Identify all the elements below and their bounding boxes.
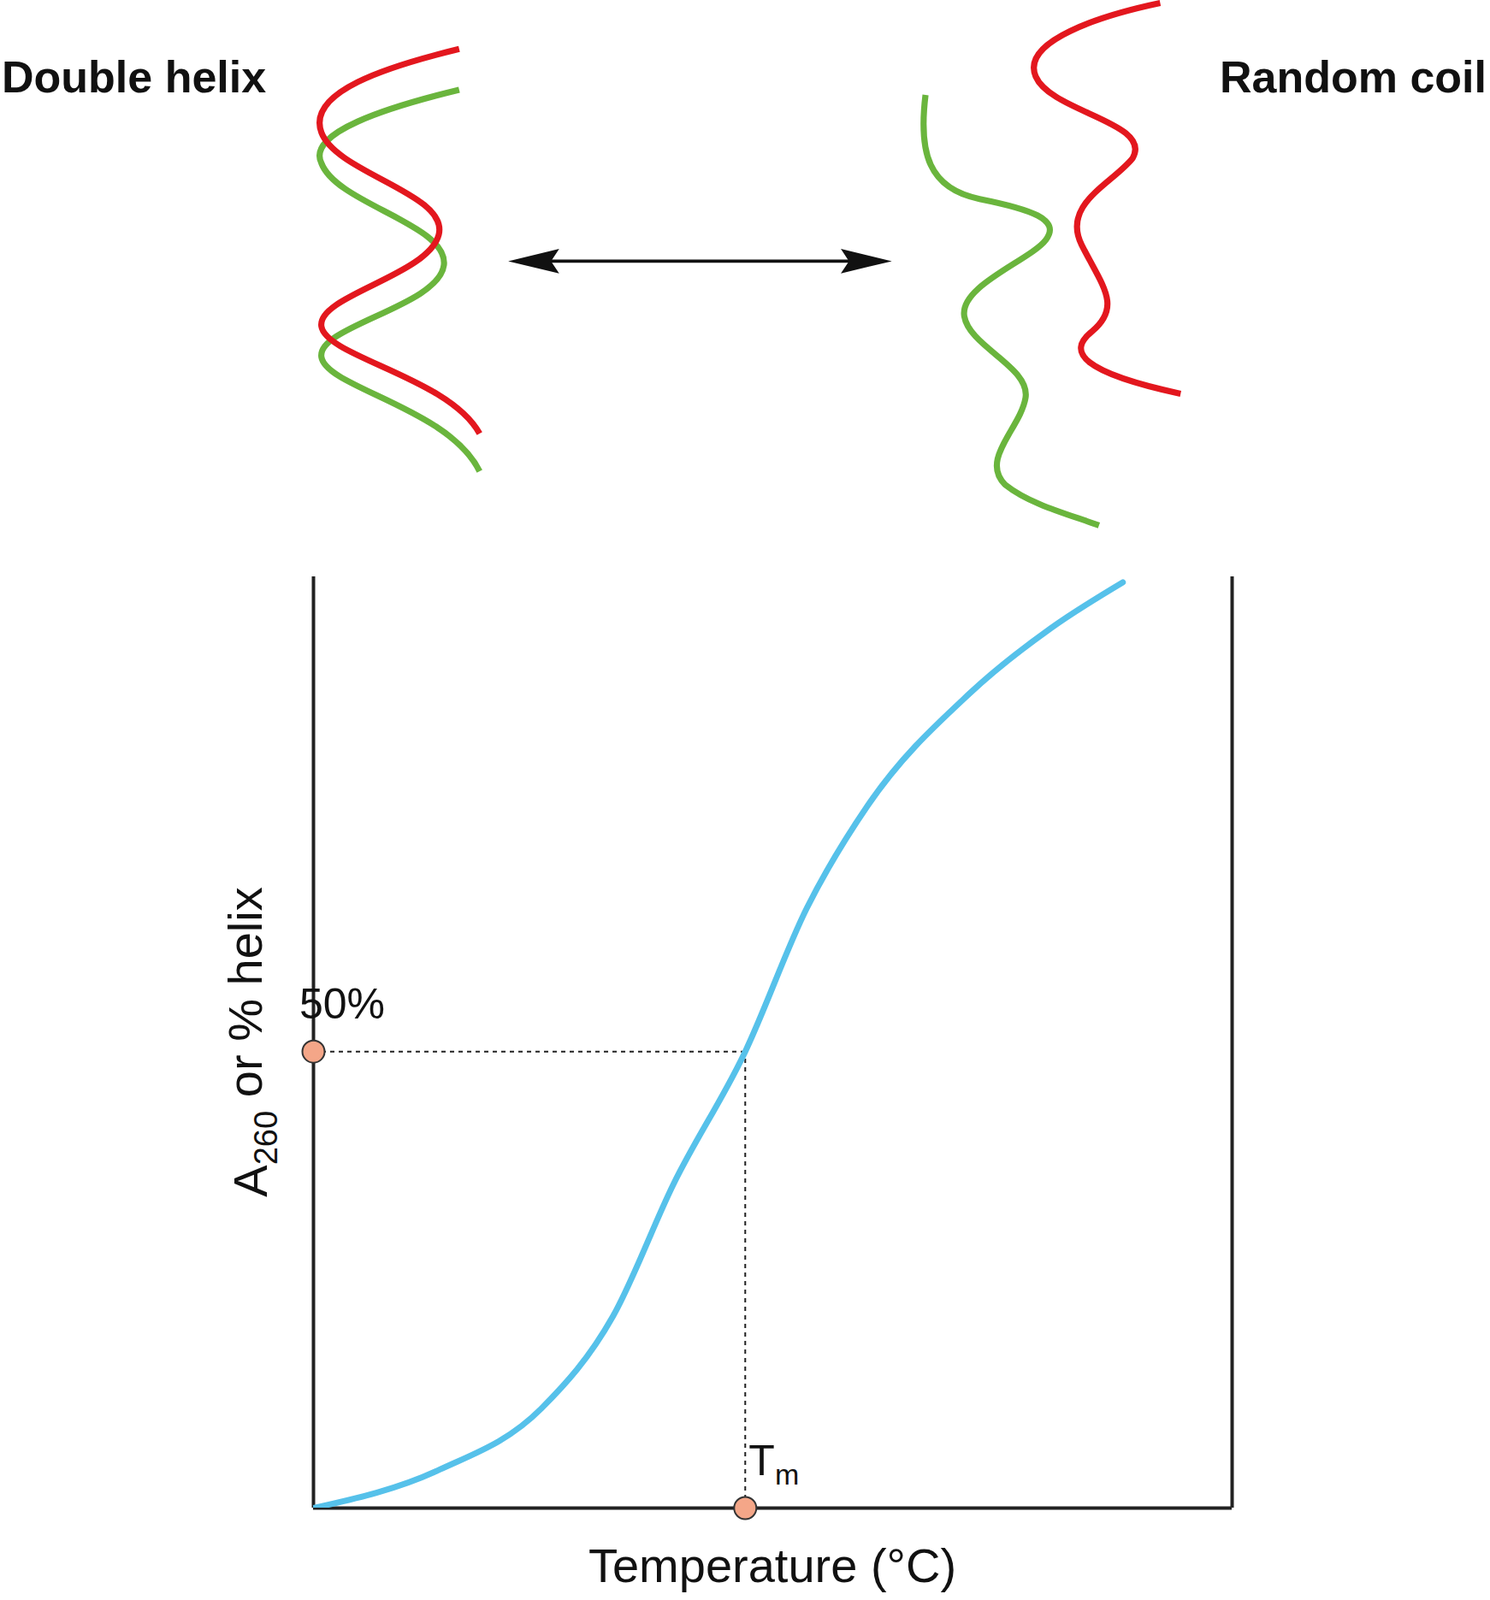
svg-text:Double helix: Double helix — [1, 52, 267, 102]
svg-text:A260 or % helix: A260 or % helix — [218, 886, 284, 1197]
svg-text:Random coil: Random coil — [1219, 52, 1487, 102]
svg-text:Tm: Tm — [748, 1436, 799, 1491]
svg-text:Temperature (°C): Temperature (°C) — [588, 1538, 957, 1593]
svg-text:50%: 50% — [299, 980, 385, 1029]
